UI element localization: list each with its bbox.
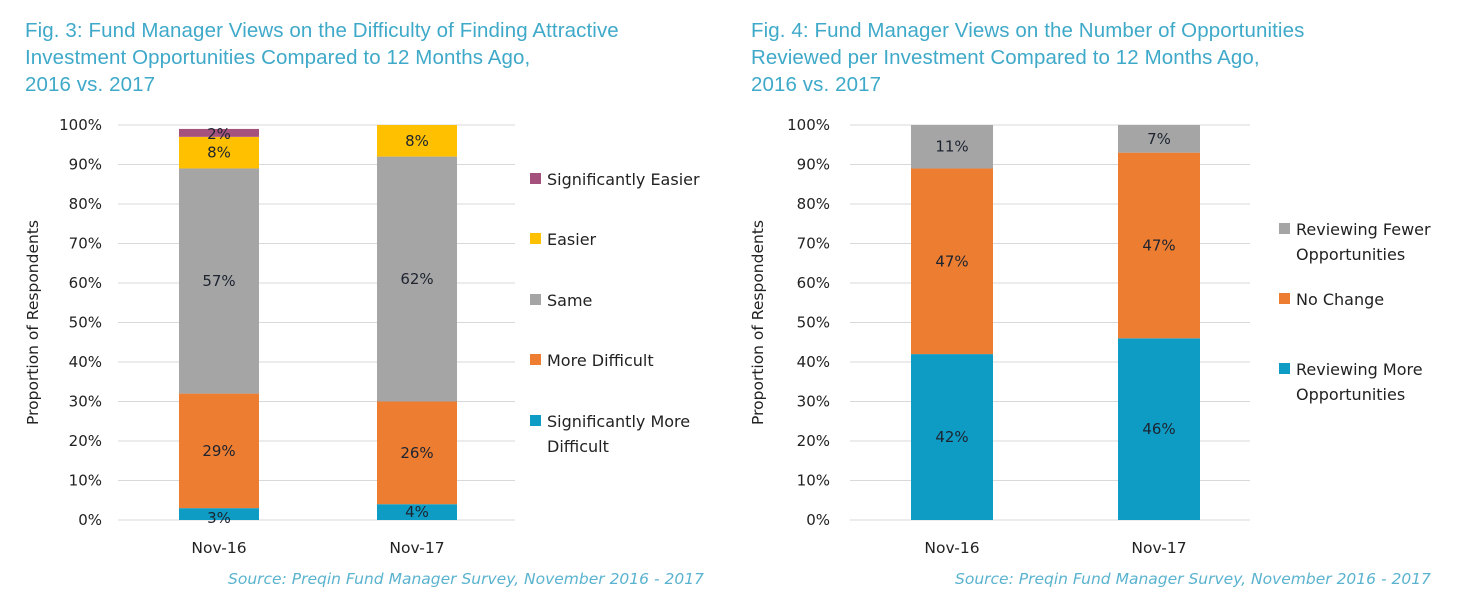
fig3-legend-label: Significantly More — [547, 412, 690, 431]
fig3-legend-label: Difficult — [547, 437, 609, 456]
fig3-y-tick-label: 0% — [78, 511, 102, 529]
source-note-fig4: Source: Preqin Fund Manager Survey, Nove… — [955, 570, 1431, 588]
fig3-legend-swatch — [530, 173, 541, 184]
fig4-y-tick-label: 20% — [797, 432, 830, 450]
fig4-y-tick-label: 80% — [797, 195, 830, 213]
source-note-fig3: Source: Preqin Fund Manager Survey, Nove… — [228, 570, 704, 588]
fig3-bar-same-nov-16 — [179, 168, 259, 394]
fig3-data-label: 8% — [405, 132, 429, 150]
fig4-data-label: 42% — [935, 428, 968, 446]
fig4-legend-label: Reviewing More — [1296, 360, 1423, 379]
fig3-y-tick-label: 70% — [69, 235, 102, 253]
fig4-legend-label: No Change — [1296, 290, 1384, 309]
fig3-legend-label: Easier — [547, 230, 597, 249]
fig4-legend-label: Reviewing Fewer — [1296, 220, 1431, 239]
fig4-data-label: 47% — [1142, 236, 1175, 254]
fig4-y-tick-label: 40% — [797, 353, 830, 371]
fig3-y-tick-label: 80% — [69, 195, 102, 213]
fig3-y-tick-label: 20% — [69, 432, 102, 450]
fig4-data-label: 7% — [1147, 130, 1171, 148]
fig3-bar-more-difficult-nov-17 — [377, 401, 457, 505]
fig3-y-tick-label: 100% — [59, 116, 102, 134]
fig3-legend-label: More Difficult — [547, 351, 654, 370]
chart-title-fig4: Fig. 4: Fund Manager Views on the Number… — [751, 19, 1305, 96]
fig3-legend-swatch — [530, 233, 541, 244]
fig3-y-tick-label: 10% — [69, 472, 102, 490]
fig4-y-tick-label: 60% — [797, 274, 830, 292]
fig3-x-tick-label: Nov-17 — [389, 539, 444, 557]
fig4-data-label: 47% — [935, 252, 968, 270]
fig3-y-tick-label: 90% — [69, 156, 102, 174]
fig3-data-label: 57% — [202, 272, 235, 290]
fig4-legend-label: Opportunities — [1296, 245, 1405, 264]
fig3-legend-swatch — [530, 354, 541, 365]
fig4-y-axis-label: Proportion of Respondents — [749, 220, 767, 425]
fig4-bar-reviewing-fewer-opportunities-nov-16 — [911, 125, 993, 169]
fig4-data-label: 11% — [935, 138, 968, 156]
fig3-y-tick-label: 30% — [69, 393, 102, 411]
fig4-y-tick-label: 30% — [797, 393, 830, 411]
fig4-y-tick-label: 100% — [787, 116, 830, 134]
fig3-y-tick-label: 50% — [69, 314, 102, 332]
fig4-data-label: 46% — [1142, 420, 1175, 438]
fig4-legend-swatch — [1279, 293, 1290, 304]
fig4-y-tick-label: 50% — [797, 314, 830, 332]
fig3-legend-label: Same — [547, 291, 592, 310]
fig3-legend-label: Significantly Easier — [547, 170, 700, 189]
fig3-bar-easier-nov-16 — [179, 136, 259, 169]
fig3-legend-swatch — [530, 294, 541, 305]
fig3-data-label: 3% — [207, 509, 231, 527]
fig4-x-tick-label: Nov-16 — [924, 539, 979, 557]
fig4-y-tick-label: 10% — [797, 472, 830, 490]
fig4-legend-swatch — [1279, 363, 1290, 374]
fig3-y-tick-label: 40% — [69, 353, 102, 371]
fig4-legend-swatch — [1279, 223, 1290, 234]
fig4-x-tick-label: Nov-17 — [1131, 539, 1186, 557]
fig3-data-label: 26% — [400, 444, 433, 462]
fig3-bar-more-difficult-nov-16 — [179, 393, 259, 509]
fig4-y-tick-label: 70% — [797, 235, 830, 253]
fig4-y-tick-label: 90% — [797, 156, 830, 174]
fig4-bar-reviewing-more-opportunities-nov-16 — [911, 354, 993, 520]
fig4-bar-reviewing-more-opportunities-nov-17 — [1118, 338, 1200, 520]
fig3-data-label: 29% — [202, 442, 235, 460]
fig3-bar-significantly-more-difficult-nov-17 — [377, 504, 457, 520]
fig4-bar-reviewing-fewer-opportunities-nov-17 — [1118, 125, 1200, 153]
fig3-bar-same-nov-17 — [377, 156, 457, 402]
fig3-y-axis-label: Proportion of Respondents — [24, 220, 42, 425]
fig3-y-tick-label: 60% — [69, 274, 102, 292]
fig4-y-tick-label: 0% — [806, 511, 830, 529]
fig3-data-label: 62% — [400, 270, 433, 288]
fig4-legend-label: Opportunities — [1296, 385, 1405, 404]
fig3-bar-easier-nov-17 — [377, 125, 457, 157]
fig3-data-label: 8% — [207, 144, 231, 162]
fig3-bar-significantly-more-difficult-nov-16 — [179, 508, 259, 520]
chart-title-fig3: Fig. 3: Fund Manager Views on the Diffic… — [25, 19, 619, 96]
fig4-bar-no-change-nov-17 — [1118, 152, 1200, 339]
fig3-data-label: 2% — [207, 125, 231, 143]
fig3-data-label: 4% — [405, 503, 429, 521]
fig3-legend-swatch — [530, 415, 541, 426]
fig3-x-tick-label: Nov-16 — [191, 539, 246, 557]
fig4-bar-no-change-nov-16 — [911, 168, 993, 355]
fig3-bar-significantly-easier-nov-16 — [179, 128, 259, 137]
